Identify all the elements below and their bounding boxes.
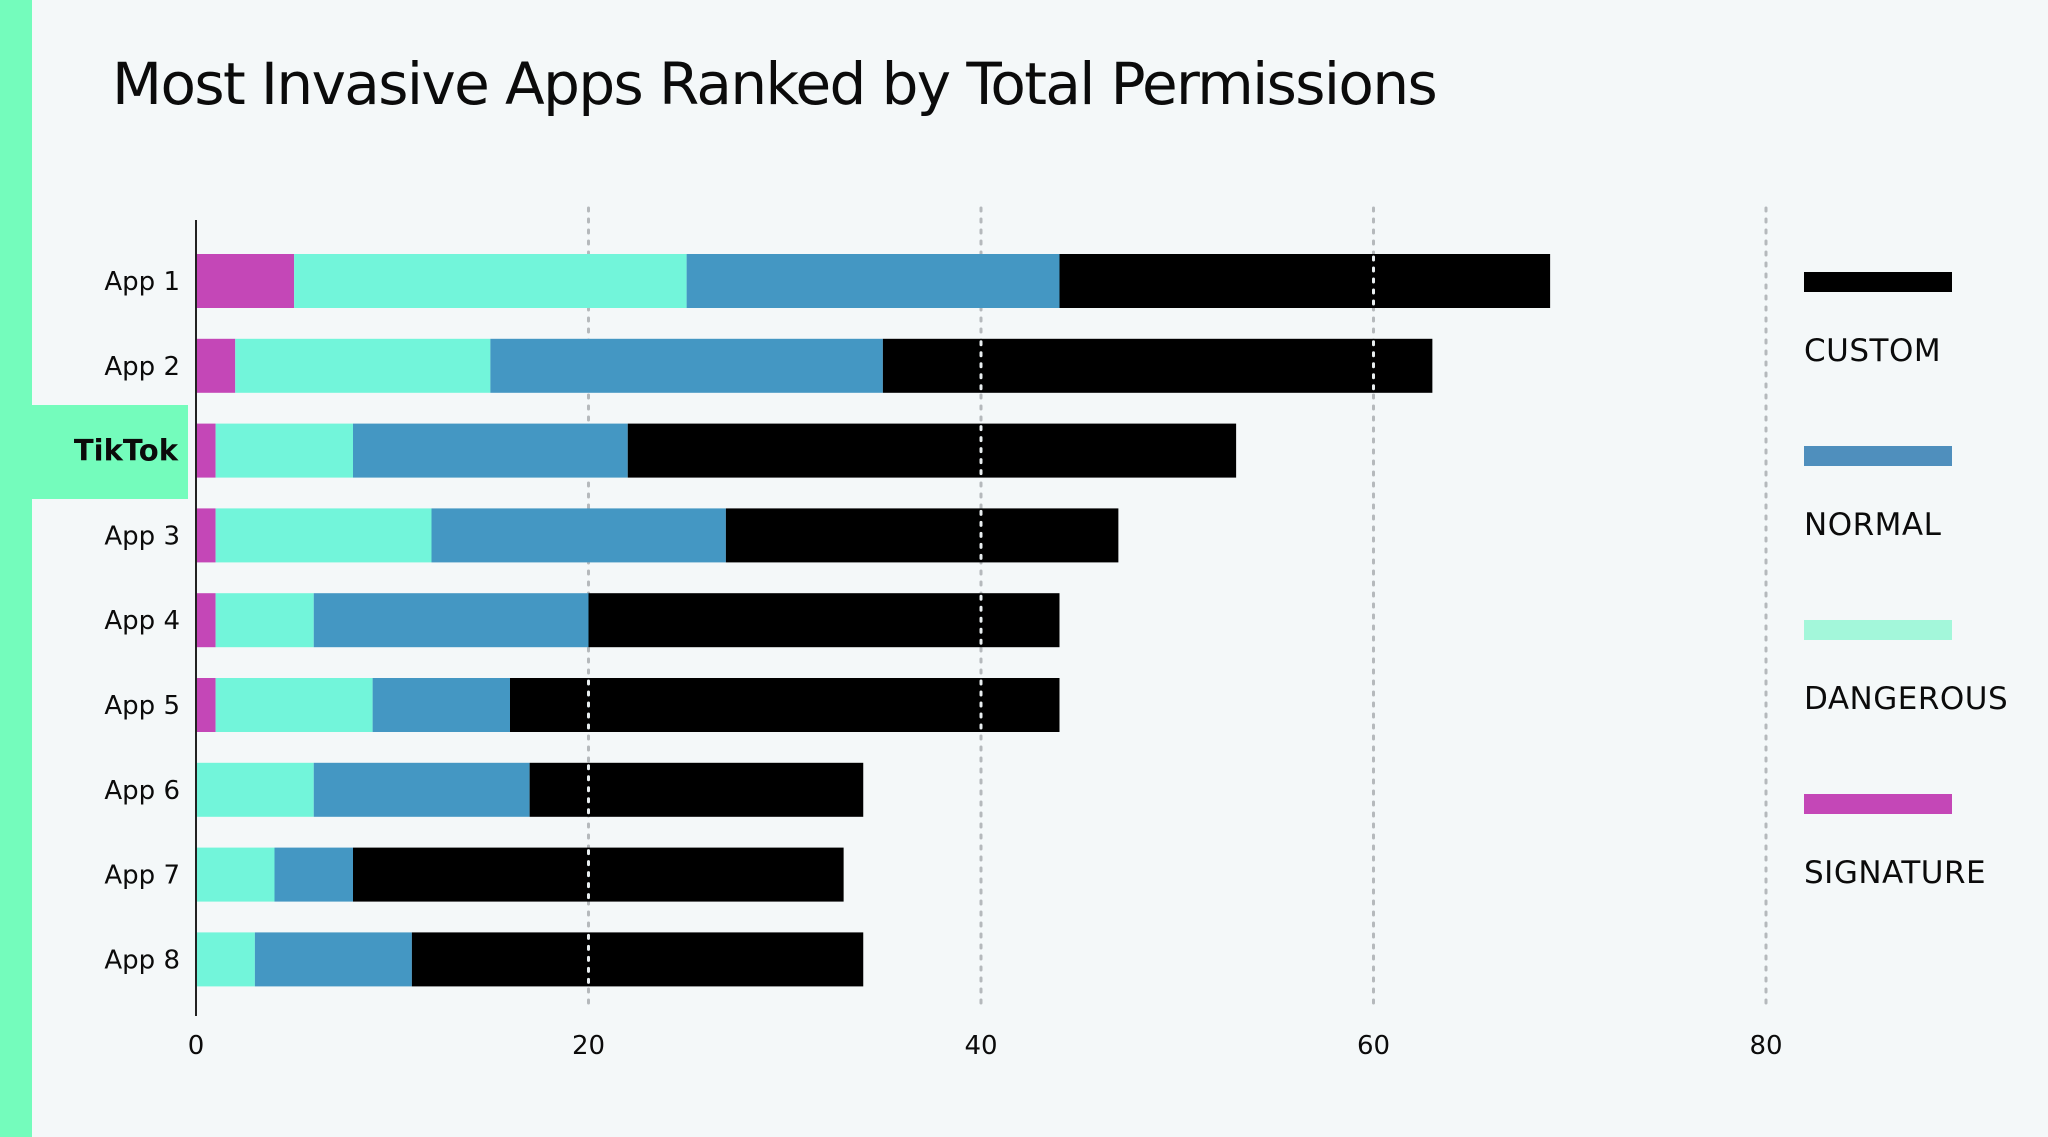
bar-app-7-normal [274,847,353,902]
category-label: TikTok [74,434,179,468]
x-tick-label-40: 40 [964,1031,997,1061]
bar-app-2-signature [196,338,236,393]
bar-app-7-custom [353,847,844,902]
bar-app-1-signature [196,254,295,308]
chart-title: Most Invasive Apps Ranked by Total Permi… [112,50,1438,118]
bar-app-5-normal [372,678,510,732]
category-label: App 8 [104,945,180,975]
bar-tiktok-dangerous [215,423,353,478]
bar-app-5-dangerous [215,678,373,732]
bar-app-6-dangerous [196,762,314,817]
bar-app-1-normal [686,254,1060,308]
bar-app-4-custom [588,593,1060,648]
legend-swatch-normal [1804,446,1952,466]
bar-app-4-signature [196,593,216,648]
category-label: App 6 [104,776,180,806]
bar-app-8-custom [411,932,864,987]
legend-label-signature: SIGNATURE [1804,855,1986,891]
x-tick-label-60: 60 [1357,1031,1390,1061]
x-tick-label-80: 80 [1749,1031,1782,1061]
legend-label-dangerous: DANGEROUS [1804,681,2008,717]
bar-app-1-dangerous [294,254,687,308]
highlight-tab [32,405,188,499]
bar-app-7-dangerous [196,847,275,902]
category-labels: App 1 App 2 TikTok App 3 App 4 App 5 App 6 App … [74,267,180,975]
category-label: App 3 [104,521,180,551]
legend-swatch-signature [1804,794,1952,814]
legend-swatch-dangerous [1804,620,1952,640]
bar-app-2-normal [490,338,883,393]
bar-app-5-custom [510,678,1060,732]
bar-app-6-normal [313,762,530,817]
bar-app-2-custom [882,338,1433,393]
category-label: App 7 [104,861,180,891]
x-tick-label-0: 0 [188,1031,205,1061]
bar-app-3-custom [725,508,1119,563]
bar-app-8-normal [254,932,412,987]
bar-tiktok-signature [196,423,216,478]
bar-app-3-dangerous [215,508,432,563]
bar-app-5-signature [196,678,216,732]
bar-app-1-custom [1059,254,1551,308]
bar-tiktok-normal [353,423,628,478]
category-label: App 1 [104,267,180,297]
category-label: App 2 [104,352,180,382]
bar-app-2-dangerous [235,338,491,393]
bar-app-4-normal [313,593,589,648]
category-label: App 4 [104,606,180,636]
gridline-overlay [587,255,1375,985]
bar-tiktok-custom [627,423,1237,478]
bar-app-4-dangerous [215,593,314,648]
x-tick-labels: 0 20 40 60 80 [188,1031,1783,1061]
bar-app-3-normal [431,508,726,563]
bar-app-8-dangerous [196,932,255,987]
legend-swatch-custom [1804,272,1952,292]
bars [196,254,1551,987]
legend-label-normal: NORMAL [1804,507,1942,543]
category-label: App 5 [104,691,180,721]
left-accent-stripe [0,0,32,1137]
x-tick-label-20: 20 [572,1031,605,1061]
legend: CUSTOM NORMAL DANGEROUS SIGNATURE [1804,272,2008,891]
bar-app-6-custom [529,762,864,817]
bar-app-3-signature [196,508,216,563]
legend-label-custom: CUSTOM [1804,333,1941,369]
